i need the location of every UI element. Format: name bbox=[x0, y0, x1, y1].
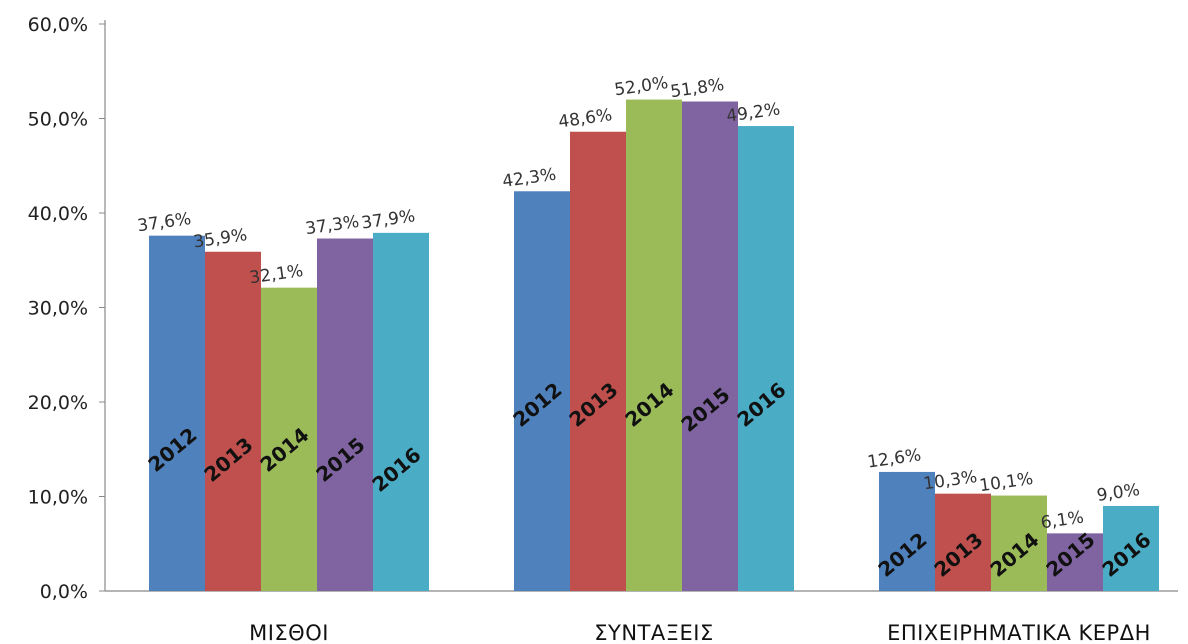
y-tick-label: 0,0% bbox=[40, 581, 88, 603]
y-tick-label: 20,0% bbox=[28, 392, 88, 414]
bar bbox=[935, 493, 991, 591]
bar-value-label: 37,6% bbox=[136, 209, 192, 236]
category-label: ΕΠΙΧΕΙΡΗΜΑΤΙΚΑ ΚΕΡΔΗ bbox=[887, 621, 1151, 644]
y-tick-label: 30,0% bbox=[28, 298, 88, 320]
bar bbox=[514, 191, 570, 591]
bar bbox=[1103, 505, 1159, 591]
bar bbox=[205, 251, 261, 591]
y-tick-label: 60,0% bbox=[28, 14, 88, 36]
bar-value-label: 52,0% bbox=[613, 73, 669, 100]
bar-value-label: 51,8% bbox=[669, 75, 725, 102]
y-tick-label: 50,0% bbox=[28, 109, 88, 131]
chart-bars bbox=[149, 99, 1159, 592]
bar bbox=[738, 126, 794, 591]
bar bbox=[317, 238, 373, 591]
category-label: ΣΥΝΤΑΞΕΙΣ bbox=[594, 621, 714, 644]
bar-value-label: 10,3% bbox=[922, 467, 978, 494]
bar-value-label: 48,6% bbox=[557, 105, 613, 132]
y-axis-ticks: 0,0% 10,0% 20,0% 30,0% 40,0% 50,0% 60,0% bbox=[28, 14, 105, 603]
bar bbox=[879, 471, 935, 591]
bar-value-label: 10,1% bbox=[978, 469, 1034, 496]
bar bbox=[149, 235, 205, 591]
bar-value-label: 37,3% bbox=[304, 212, 360, 239]
category-label: ΜΙΣΘΟΙ bbox=[249, 621, 329, 644]
bar bbox=[626, 99, 682, 591]
bar bbox=[373, 232, 429, 591]
bar bbox=[261, 287, 317, 591]
bar-value-label: 35,9% bbox=[192, 225, 248, 252]
bar bbox=[682, 101, 738, 592]
bar-value-label: 12,6% bbox=[866, 445, 922, 472]
y-tick-label: 10,0% bbox=[28, 487, 88, 509]
bar bbox=[1047, 533, 1103, 591]
x-axis-categories: ΜΙΣΘΟΙ ΣΥΝΤΑΞΕΙΣ ΕΠΙΧΕΙΡΗΜΑΤΙΚΑ ΚΕΡΔΗ bbox=[249, 621, 1151, 644]
bar bbox=[991, 495, 1047, 591]
bar-value-label: 42,3% bbox=[501, 165, 557, 192]
bar-value-label: 9,0% bbox=[1096, 480, 1142, 506]
bar-value-label: 37,9% bbox=[360, 206, 416, 233]
bar bbox=[570, 131, 626, 592]
y-tick-label: 40,0% bbox=[28, 203, 88, 225]
